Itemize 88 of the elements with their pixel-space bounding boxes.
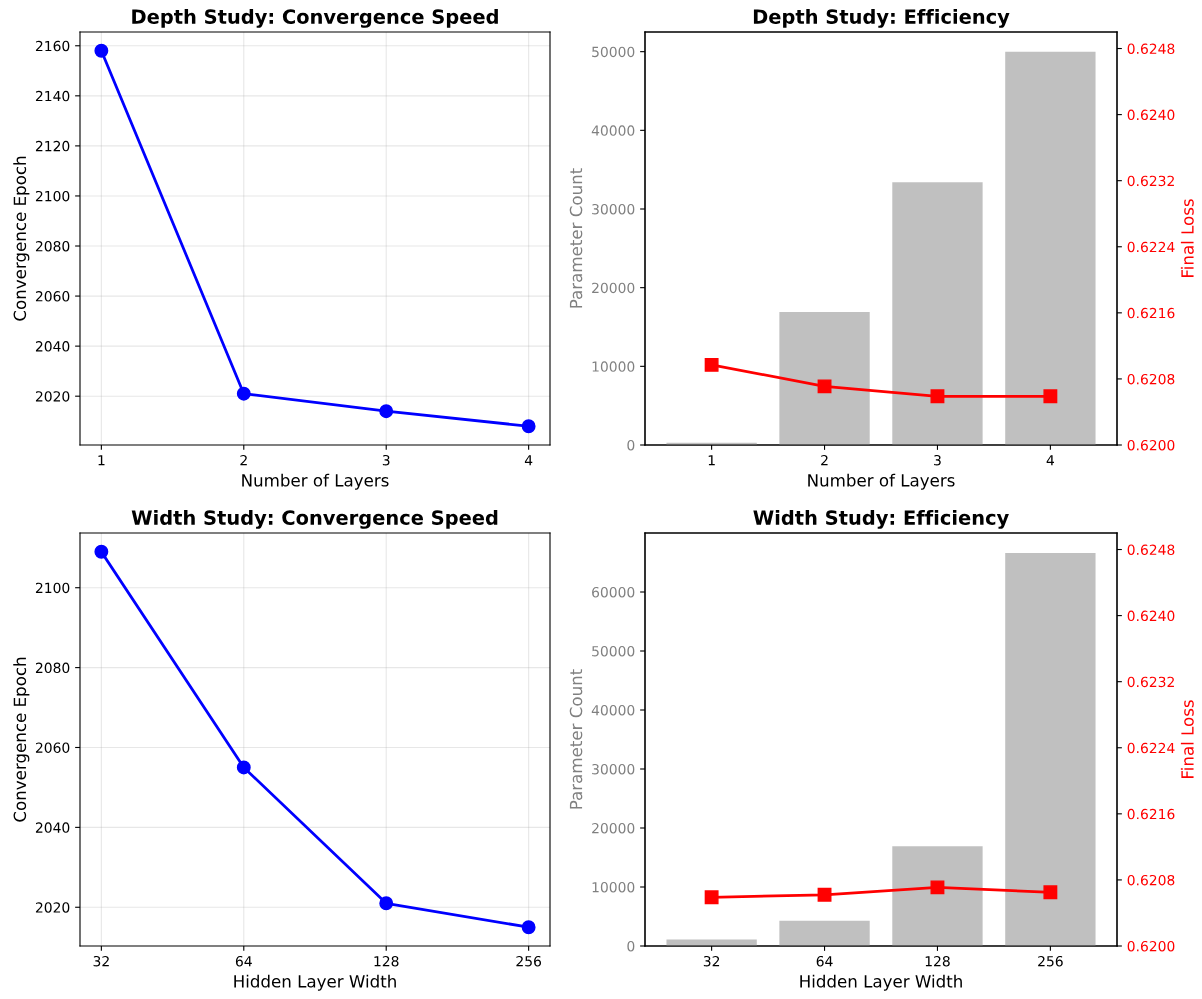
- bar: [892, 182, 983, 445]
- y-tick-label: 2080: [35, 662, 70, 674]
- y-axis-title: Convergence Epoch: [13, 156, 30, 321]
- x-axis-title: Number of Layers: [242, 473, 389, 490]
- y-tick-label: 2040: [35, 341, 70, 352]
- x-tick-label: 32: [93, 955, 109, 967]
- x-tick-label: 3: [934, 454, 941, 466]
- y-tick-label: 2160: [35, 40, 70, 52]
- y2-tick-label: 0.6216: [1127, 808, 1175, 820]
- y-tick-label: 0: [627, 439, 635, 451]
- point: [379, 404, 394, 419]
- y2-tick-label: 0.6208: [1127, 874, 1175, 886]
- y2-tick-label: 0.6200: [1127, 439, 1175, 451]
- point: [521, 419, 536, 434]
- y-tick-label: 2020: [35, 902, 70, 913]
- point: [236, 386, 251, 401]
- chart-title: Depth Study: Convergence Speed: [132, 8, 498, 28]
- x-tick-label: 256: [516, 955, 542, 967]
- point: [94, 43, 109, 58]
- bar: [1005, 553, 1096, 946]
- y-tick-label: 50000: [592, 645, 635, 657]
- point: [930, 880, 945, 895]
- x-tick-label: 4: [524, 455, 533, 466]
- y-tick-label: 20000: [592, 282, 635, 294]
- y-tick-label: 30000: [592, 763, 635, 775]
- y-tick-label: 2100: [35, 190, 70, 202]
- x-tick-label: 32: [703, 955, 720, 967]
- x-tick-label: 256: [1038, 955, 1063, 967]
- y2-tick-label: 0.6248: [1127, 43, 1175, 54]
- y2-tick-label: 0.6248: [1127, 544, 1175, 555]
- x-tick-label: 1: [98, 455, 105, 466]
- x-tick-label: 2: [240, 454, 247, 466]
- y2-tick-label: 0.6200: [1127, 940, 1175, 952]
- point: [521, 920, 536, 935]
- y2-tick-label: 0.6232: [1127, 175, 1174, 187]
- y2-tick-label: 0.6208: [1127, 373, 1175, 385]
- bar: [779, 920, 870, 946]
- point: [379, 896, 394, 911]
- y-tick-label: 2080: [35, 240, 70, 252]
- y-axis-title: Convergence Epoch: [13, 657, 30, 822]
- y2-axis-title: Final Loss: [1180, 199, 1194, 277]
- y2-tick-label: 0.6240: [1127, 610, 1175, 622]
- x-axis-title: Number of Layers: [808, 473, 955, 490]
- y-tick-label: 2060: [35, 742, 70, 753]
- x-tick-label: 64: [235, 955, 252, 967]
- y-axis-title: Parameter Count: [569, 168, 583, 308]
- y-tick-label: 2060: [35, 291, 70, 302]
- y-tick-label: 40000: [591, 704, 635, 716]
- y2-tick-label: 0.6224: [1127, 241, 1175, 253]
- bar: [892, 846, 983, 946]
- x-tick-label: 4: [1046, 455, 1055, 466]
- point: [817, 887, 832, 902]
- point: [94, 544, 109, 559]
- x-tick-label: 128: [925, 955, 950, 967]
- chart-title: Width Study: Convergence Speed: [131, 509, 498, 529]
- y-tick-label: 2020: [35, 391, 70, 402]
- y-tick-label: 20000: [592, 822, 635, 834]
- y2-tick-label: 0.6224: [1127, 742, 1175, 754]
- y-tick-label: 2120: [35, 140, 70, 152]
- y2-tick-label: 0.6240: [1127, 109, 1175, 121]
- y2-tick-label: 0.6216: [1127, 307, 1175, 319]
- y-axis-title: Parameter Count: [569, 669, 583, 809]
- x-tick-label: 128: [374, 955, 399, 967]
- x-tick-label: 3: [382, 454, 390, 466]
- point: [1043, 885, 1058, 900]
- x-tick-label: 1: [708, 455, 715, 466]
- y-tick-label: 2040: [35, 822, 70, 833]
- x-axis-title: Hidden Layer Width: [800, 974, 962, 991]
- y-tick-label: 2100: [35, 582, 70, 594]
- y-tick-label: 10000: [592, 881, 635, 893]
- y-tick-label: 0: [627, 940, 635, 952]
- x-axis-title: Hidden Layer Width: [234, 974, 396, 991]
- y-tick-label: 30000: [592, 203, 635, 215]
- y-tick-label: 2140: [35, 90, 70, 102]
- y-tick-label: 10000: [592, 361, 635, 372]
- chart-title: Width Study: Efficiency: [753, 509, 1009, 529]
- y2-axis-title: Final Loss: [1180, 700, 1194, 778]
- point: [236, 760, 251, 775]
- x-tick-label: 64: [816, 955, 833, 967]
- chart-title: Depth Study: Efficiency: [753, 8, 1010, 28]
- y2-tick-label: 0.6232: [1127, 676, 1174, 688]
- x-tick-label: 2: [821, 454, 828, 466]
- y-tick-label: 60000: [592, 586, 635, 598]
- bar: [779, 312, 870, 445]
- point: [704, 890, 719, 905]
- y-tick-label: 50000: [592, 46, 635, 58]
- y-tick-label: 40000: [591, 125, 635, 136]
- bar: [1005, 51, 1096, 445]
